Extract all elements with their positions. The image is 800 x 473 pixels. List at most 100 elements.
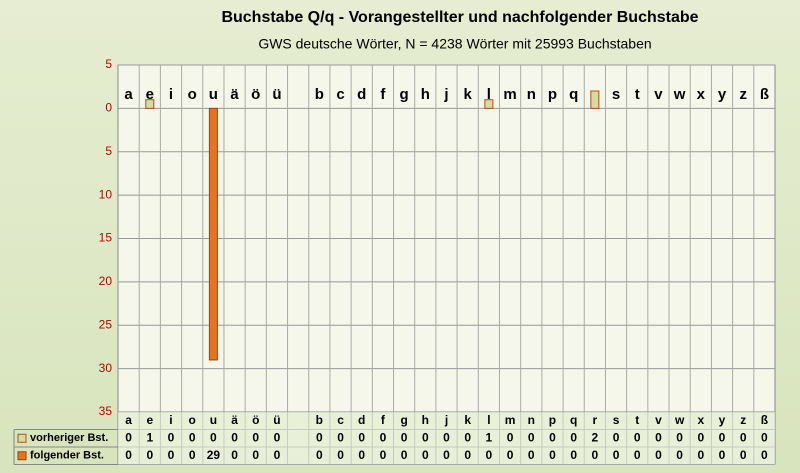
category-label: ü — [272, 86, 281, 103]
category-label: b — [315, 86, 324, 103]
table-value: 0 — [719, 430, 726, 444]
table-category: k — [464, 413, 471, 427]
y-tick-label: 20 — [99, 274, 113, 288]
table-value: 0 — [740, 448, 747, 462]
table-category: o — [189, 413, 196, 427]
table-category: z — [740, 413, 746, 427]
table-value: 0 — [613, 430, 620, 444]
table-value: 0 — [316, 430, 323, 444]
table-category: q — [570, 413, 577, 427]
table-value: 0 — [761, 448, 768, 462]
table-category: d — [358, 413, 365, 427]
bar — [145, 99, 155, 109]
table-value: 0 — [443, 448, 450, 462]
bar — [484, 99, 494, 109]
category-label: w — [673, 86, 686, 103]
y-tick-label: 15 — [99, 231, 113, 245]
table-value: 0 — [380, 448, 387, 462]
table-category: r — [593, 413, 598, 427]
category-label: i — [169, 86, 173, 103]
table-category: b — [316, 413, 323, 427]
table-value: 29 — [207, 448, 221, 462]
category-label: h — [421, 86, 430, 103]
table-value: 0 — [210, 430, 217, 444]
y-tick-label: 0 — [105, 101, 112, 115]
table-value: 0 — [507, 448, 514, 462]
table-value: 0 — [189, 448, 196, 462]
table-value: 0 — [655, 448, 662, 462]
table-value: 0 — [422, 448, 429, 462]
table-value: 0 — [528, 448, 535, 462]
table-category: ü — [273, 413, 280, 427]
table-value: 0 — [146, 448, 153, 462]
table-value: 0 — [592, 448, 599, 462]
table-value: 0 — [486, 448, 493, 462]
table-value: 0 — [507, 430, 514, 444]
category-label: f — [380, 86, 386, 103]
table-value: 0 — [464, 448, 471, 462]
legend-swatch — [17, 451, 27, 461]
category-label: x — [697, 86, 706, 103]
category-label: g — [400, 86, 409, 103]
table-category: e — [146, 413, 153, 427]
table-value: 0 — [168, 448, 175, 462]
category-label: t — [635, 86, 640, 103]
table-value: 0 — [358, 448, 365, 462]
table-category: h — [422, 413, 429, 427]
legend-swatch — [17, 433, 27, 443]
table-value: 1 — [486, 430, 493, 444]
y-tick-label: 35 — [99, 404, 113, 418]
y-tick-label: 5 — [105, 57, 112, 71]
category-label: y — [718, 86, 727, 103]
table-value: 0 — [401, 430, 408, 444]
bar — [208, 107, 218, 361]
table-value: 0 — [719, 448, 726, 462]
category-label: p — [548, 86, 557, 103]
category-label: ä — [230, 86, 239, 103]
table-value: 0 — [464, 430, 471, 444]
category-label: q — [569, 86, 578, 103]
table-category: g — [400, 413, 407, 427]
y-tick-label: 30 — [99, 361, 113, 375]
table-value: 0 — [676, 430, 683, 444]
table-value: 1 — [146, 430, 153, 444]
table-value: 0 — [274, 448, 281, 462]
category-label: c — [336, 86, 344, 103]
table-value: 0 — [655, 430, 662, 444]
table-value: 0 — [697, 448, 704, 462]
category-label: k — [464, 86, 473, 103]
table-value: 0 — [613, 448, 620, 462]
y-tick-label: 5 — [105, 144, 112, 158]
y-tick-label: 25 — [99, 317, 113, 331]
table-value: 0 — [443, 430, 450, 444]
legend-label: vorheriger Bst. — [30, 432, 108, 444]
table-value: 0 — [231, 448, 238, 462]
table-value: 0 — [231, 430, 238, 444]
category-label: z — [739, 86, 747, 103]
table-category: i — [169, 413, 172, 427]
table-category: y — [719, 413, 726, 427]
table-value: 0 — [316, 448, 323, 462]
table-category: f — [381, 413, 386, 427]
table-category: v — [655, 413, 662, 427]
table-category: u — [210, 413, 217, 427]
category-label: u — [209, 86, 218, 103]
table-value: 0 — [380, 430, 387, 444]
category-label: e — [146, 86, 154, 103]
table-value: 0 — [125, 430, 132, 444]
table-value: 0 — [337, 448, 344, 462]
table-value: 0 — [740, 430, 747, 444]
category-label: m — [503, 86, 516, 103]
table-value: 0 — [168, 430, 175, 444]
table-value: 0 — [274, 430, 281, 444]
table-category: a — [125, 413, 132, 427]
table-category: x — [697, 413, 704, 427]
chart-title: Buchstabe Q/q - Vorangestellter und nach… — [221, 9, 698, 26]
table-category: ä — [231, 413, 238, 427]
category-label: n — [527, 86, 536, 103]
table-value: 0 — [125, 448, 132, 462]
table-category: l — [487, 413, 490, 427]
y-tick-label: 10 — [99, 187, 113, 201]
table-value: 0 — [337, 430, 344, 444]
table-category: ö — [252, 413, 259, 427]
